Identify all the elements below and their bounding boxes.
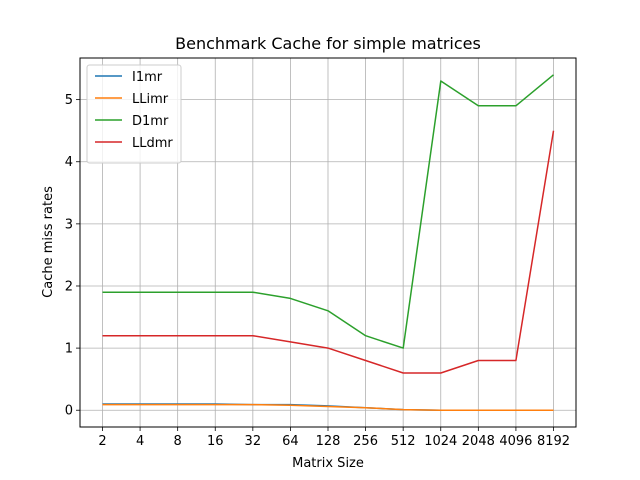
- x-tick-label: 8: [174, 434, 182, 449]
- legend-box: [86, 64, 182, 164]
- x-tick-label: 2: [98, 434, 106, 449]
- y-tick-label: 3: [65, 217, 73, 232]
- axis-ticks: 2 4 8 16 32 64 128 256 512 1024 2048 4096 8192 0 1 2 3 4 5: [65, 93, 570, 449]
- series-line-d1mr: [102, 74, 554, 349]
- x-tick-label: 4: [136, 434, 144, 449]
- series-lines: [102, 74, 555, 411]
- legend-label: D1mr: [132, 114, 169, 129]
- y-tick-label: 5: [65, 93, 73, 108]
- y-tick-label: 4: [65, 155, 73, 170]
- x-tick-label: 64: [282, 434, 299, 449]
- series-line-llimr: [102, 403, 554, 411]
- x-tick-label: 2048: [462, 434, 495, 449]
- x-tick-label: 16: [207, 434, 224, 449]
- legend-label: LLdmr: [132, 136, 173, 151]
- x-axis-title: Matrix Size: [292, 456, 364, 471]
- x-tick-label: 128: [316, 434, 341, 449]
- y-axis-title: Cache miss rates: [41, 186, 56, 298]
- x-tick-label: 4096: [499, 434, 532, 449]
- x-tick-label: 256: [353, 434, 378, 449]
- x-tick-label: 512: [391, 434, 416, 449]
- y-tick-label: 2: [65, 279, 73, 294]
- series-line-lldmr: [102, 130, 555, 374]
- x-tick-label: 8192: [537, 434, 570, 449]
- x-tick-label: 1024: [424, 434, 457, 449]
- chart-title: Benchmark Cache for simple matrices: [175, 34, 481, 53]
- y-tick-label: 1: [65, 342, 73, 357]
- x-tick-label: 32: [245, 434, 262, 449]
- legend-label: I1mr: [132, 70, 163, 85]
- legend-label: LLimr: [132, 92, 169, 107]
- legend: I1mr LLimr D1mr LLdmr: [86, 64, 182, 164]
- y-tick-label: 0: [65, 404, 73, 419]
